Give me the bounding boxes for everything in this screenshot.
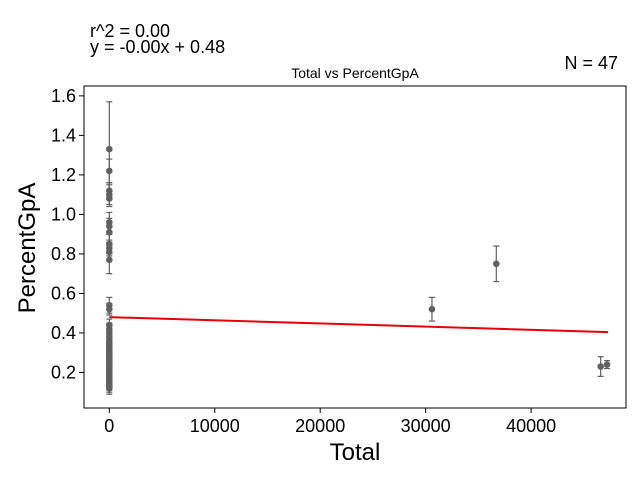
x-tick-label-1: 10000 <box>190 416 240 436</box>
data-point-46 <box>604 361 611 368</box>
data-point-42 <box>106 340 113 347</box>
y-tick-label-7: 1.6 <box>51 86 76 106</box>
y-tick-label-2: 0.6 <box>51 283 76 303</box>
data-point-44 <box>493 260 500 267</box>
data-point-7 <box>106 229 113 236</box>
fit-equation-annotation: y = -0.00x + 0.48 <box>90 37 225 57</box>
x-tick-label-3: 30000 <box>401 416 451 436</box>
x-axis-label: Total <box>330 439 381 466</box>
y-tick-label-6: 1.4 <box>51 125 76 145</box>
chart-title: Total vs PercentGpA <box>291 65 419 81</box>
data-point-1 <box>106 168 113 175</box>
y-tick-label-1: 0.4 <box>51 323 76 343</box>
data-point-13 <box>106 306 113 313</box>
plot-area: 0 10000 20000 30000 40000 0.2 0.4 0.6 0.8 1.0 1.2 1… <box>51 86 626 436</box>
y-tick-label-5: 1.2 <box>51 165 76 185</box>
x-tick-label-0: 0 <box>104 416 114 436</box>
data-point-45 <box>597 363 604 370</box>
data-point-43 <box>429 306 436 313</box>
y-tick-label-3: 0.8 <box>51 244 76 264</box>
data-point-40 <box>106 385 113 392</box>
y-tick-label-0: 0.2 <box>51 362 76 382</box>
data-point-4 <box>106 195 113 202</box>
x-tick-label-4: 40000 <box>506 416 556 436</box>
regression-line <box>109 317 608 332</box>
sample-count-annotation: N = 47 <box>564 53 618 73</box>
y-tick-label-4: 1.0 <box>51 204 76 224</box>
data-point-11 <box>106 257 113 264</box>
y-axis-label: PercentGpA <box>14 183 41 314</box>
axes-frame <box>84 86 626 408</box>
data-point-0 <box>106 146 113 153</box>
data-point-10 <box>106 249 113 256</box>
data-point-6 <box>106 223 113 230</box>
x-tick-label-2: 20000 <box>295 416 345 436</box>
